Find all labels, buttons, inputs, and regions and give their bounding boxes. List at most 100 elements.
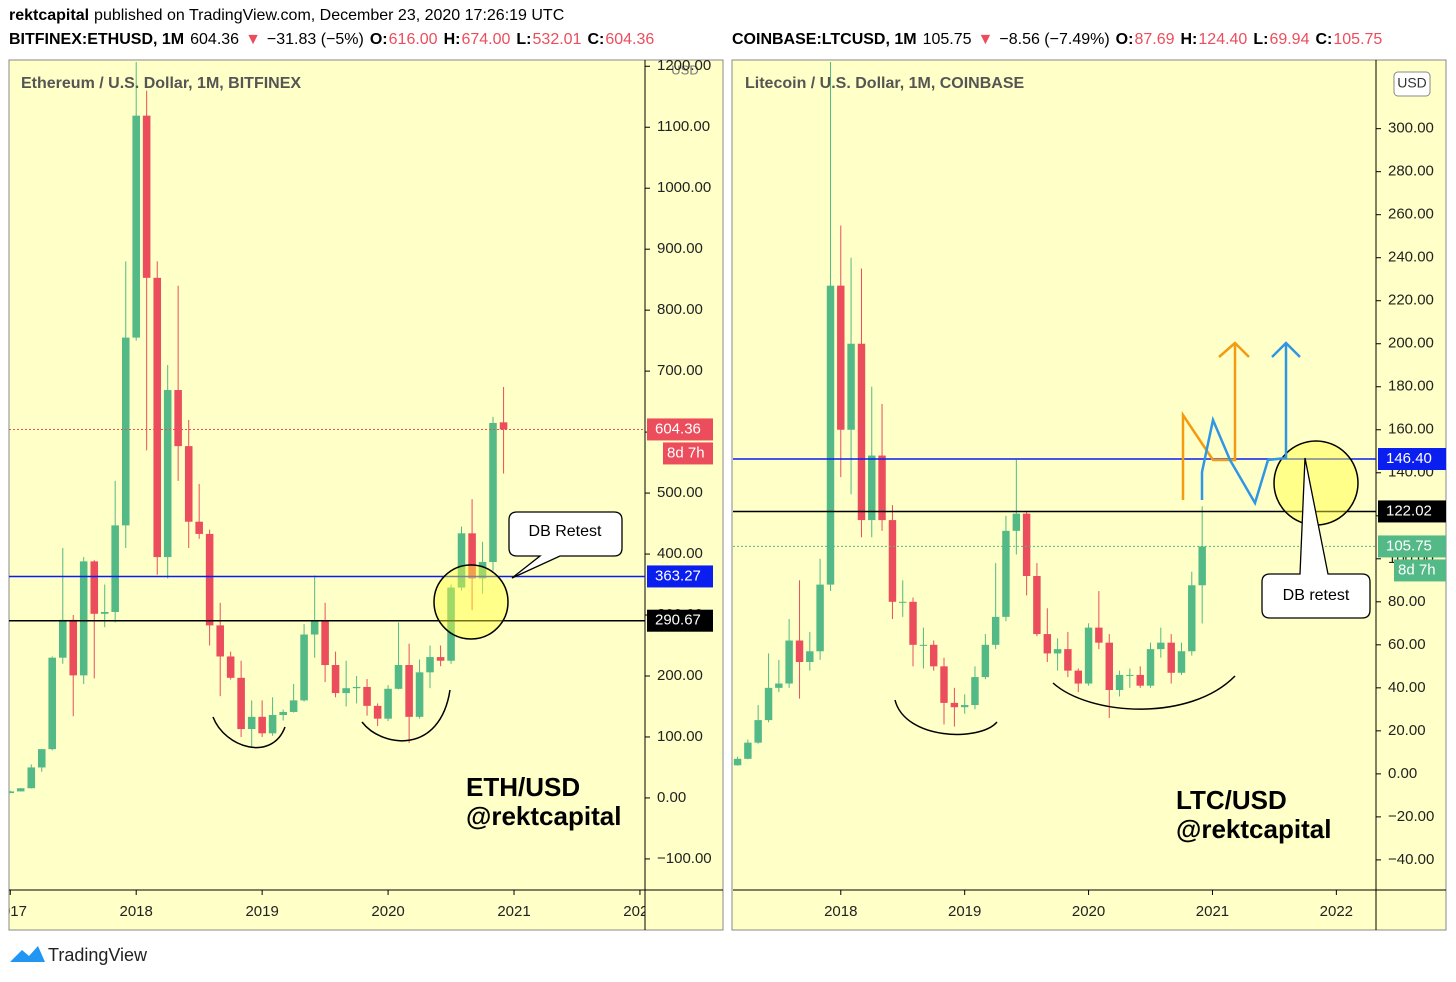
candle-body — [373, 705, 382, 719]
candle-body — [300, 634, 308, 701]
watermark: LTC/USD — [1176, 785, 1287, 815]
candle-body — [16, 788, 25, 792]
countdown-box — [1394, 559, 1446, 582]
candle-body — [205, 533, 214, 626]
candle-body — [142, 115, 151, 278]
publish-info: published on TradingView.com, December 2… — [94, 7, 564, 24]
countdown-label: 8d 7h — [667, 444, 705, 461]
x-tick-label: 2020 — [371, 903, 404, 920]
y-label-box — [1393, 71, 1431, 97]
quote-part: 604.36 — [190, 31, 239, 48]
candle-body — [1177, 651, 1186, 673]
candle-body — [991, 616, 1000, 645]
y-tick-label: 1000.00 — [657, 179, 711, 196]
quote-part: −8.56 (−7.49%) — [999, 31, 1109, 48]
candle-body — [163, 390, 172, 558]
overlay: BITFINEX:ETHUSD, 1M 604.36 ▼ −31.83 (−5%) O:… — [9, 31, 1446, 930]
x-tick-label: 2021 — [497, 903, 530, 920]
candle-body — [478, 561, 487, 579]
candle-body — [744, 742, 752, 759]
quote-part: −31.83 (−5%) — [267, 31, 364, 48]
plot-layer: 2018 2019 2020 2021 2022 — [733, 62, 1353, 920]
y-tick-label: 40.00 — [1388, 679, 1426, 696]
candle-body — [806, 651, 814, 663]
candle-body — [899, 601, 907, 603]
quote-part: L: — [516, 31, 531, 48]
candle-body — [929, 644, 938, 667]
y-axis-label: USD — [671, 62, 698, 77]
panel — [8, 59, 724, 931]
y-tick-label: 500.00 — [657, 484, 703, 501]
price-label-box — [647, 565, 713, 588]
candle-body — [58, 619, 67, 658]
candle-body — [342, 688, 350, 694]
y-tick-label: 80.00 — [1388, 593, 1426, 610]
x-tick-label: 2022 — [1320, 903, 1353, 920]
candle-body — [1198, 546, 1206, 586]
candle-body — [1157, 642, 1165, 650]
highlight-circle — [433, 564, 509, 640]
y-tick-label: −20.00 — [1388, 808, 1434, 825]
candle-body — [1167, 642, 1175, 673]
candle-body — [184, 446, 193, 522]
quote-part: 532.01 — [533, 31, 582, 48]
y-tick-label: 300.00 — [1388, 120, 1434, 137]
candle-body — [1012, 513, 1021, 531]
candle-body — [909, 601, 917, 645]
candle-body — [69, 619, 78, 676]
footer: TradingView — [10, 945, 148, 965]
candle-body — [268, 715, 277, 734]
candle-body — [436, 657, 445, 661]
callout-text: DB retest — [1283, 587, 1350, 604]
price-label: 604.36 — [655, 420, 701, 437]
candle-body — [426, 657, 434, 673]
price-label: 290.67 — [655, 612, 701, 629]
candle-body — [1105, 642, 1113, 690]
candle-body — [27, 767, 36, 789]
bottom-curve — [212, 716, 286, 749]
candle-body — [331, 665, 340, 694]
candle-body — [1136, 674, 1144, 686]
quote-part: 105.75 — [923, 31, 972, 48]
quote-line: BITFINEX:ETHUSD, 1M 604.36 ▼ −31.83 (−5%) O:… — [9, 31, 654, 48]
quote-part: H: — [1181, 31, 1198, 48]
watermark: @rektcapital — [1176, 814, 1331, 844]
candle-body — [1126, 674, 1134, 676]
x-tick-label: 2020 — [1072, 903, 1105, 920]
candle-body — [132, 115, 140, 338]
quote-part: ▼ — [245, 31, 261, 48]
x-tick-label: 2019 — [948, 903, 981, 920]
y-tick-label: 100.00 — [657, 728, 703, 745]
candle-body — [795, 640, 804, 663]
quote-part: 124.40 — [1198, 31, 1247, 48]
candle-body — [1084, 627, 1093, 684]
y-tick-label: 200.00 — [1388, 335, 1434, 352]
candle-body — [247, 716, 256, 730]
x-tick-label: 2018 — [824, 903, 857, 920]
callout-text: DB Retest — [529, 523, 602, 540]
quote-line: COINBASE:LTCUSD, 1M 105.75 ▼ −8.56 (−7.49%)… — [732, 31, 1382, 48]
candle-body — [394, 665, 403, 689]
price-label: 105.75 — [1386, 537, 1432, 554]
price-label: 146.40 — [1386, 450, 1432, 467]
quote-part: 69.94 — [1269, 31, 1309, 48]
price-label-box — [647, 418, 713, 441]
bottom-curve — [361, 689, 451, 742]
y-tick-label: 0.00 — [657, 789, 686, 806]
candle-body — [847, 343, 855, 430]
candle-body — [1033, 576, 1041, 635]
x-tick-label: 2018 — [120, 903, 153, 920]
callout-box — [508, 511, 623, 579]
candle-body — [384, 688, 392, 719]
x-tick-label: 2022 — [623, 903, 656, 920]
candle-body — [857, 343, 866, 521]
candle-body — [837, 285, 845, 430]
quote-part: 87.69 — [1134, 31, 1174, 48]
quote-part: 616.00 — [389, 31, 438, 48]
candle-body — [489, 422, 497, 562]
y-tick-label: 800.00 — [657, 301, 703, 318]
y-tick-label: 160.00 — [1388, 421, 1434, 438]
